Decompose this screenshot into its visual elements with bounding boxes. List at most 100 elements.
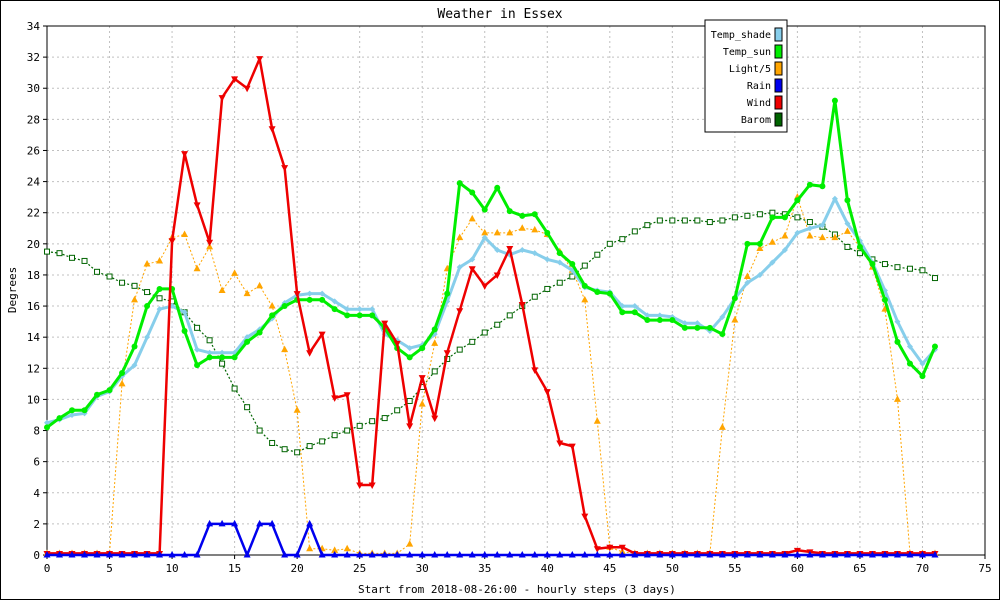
- y-tick-label: 14: [27, 331, 41, 344]
- temp-shade-point: [306, 290, 313, 297]
- barom-point: [156, 295, 163, 302]
- temp-shade-point: [131, 362, 138, 369]
- wind-point: [306, 350, 314, 357]
- temp-sun-point: [106, 387, 113, 394]
- temp-sun-point: [569, 261, 576, 268]
- x-tick-label: 60: [791, 562, 804, 575]
- light-5-point: [818, 233, 826, 241]
- wind-point: [581, 513, 589, 521]
- temp-sun-point: [194, 362, 201, 369]
- barom-point: [244, 404, 251, 411]
- barom-point: [881, 261, 888, 268]
- temp-sun-point: [431, 326, 438, 333]
- light-5-point: [406, 540, 414, 547]
- temp-shade-point: [181, 309, 188, 316]
- temp-sun-point: [856, 243, 863, 250]
- barom-point: [706, 219, 713, 226]
- rain-point: [543, 551, 551, 558]
- legend-swatch-light-5: [774, 61, 783, 76]
- temp-sun-point: [369, 312, 376, 319]
- legend-label-barom: Barom: [741, 115, 771, 126]
- temp-sun-point: [781, 214, 788, 221]
- light-5-point: [343, 544, 351, 552]
- x-tick-label: 50: [666, 562, 679, 575]
- barom-point: [394, 407, 401, 414]
- temp-sun-point: [81, 407, 88, 414]
- light-5-point: [218, 286, 226, 293]
- barom-point: [806, 219, 813, 226]
- y-tick-label: 2: [33, 518, 40, 531]
- legend-swatch-temp-sun: [774, 44, 783, 59]
- light-5-point: [506, 228, 514, 236]
- y-tick-label: 16: [27, 300, 40, 313]
- wind-point: [618, 544, 626, 552]
- temp-shade-point: [219, 349, 226, 356]
- rain-point: [193, 551, 201, 558]
- temp-shade-point: [906, 343, 913, 350]
- light-5-point: [893, 395, 901, 402]
- temp-shade-point: [356, 306, 363, 313]
- rain-point: [318, 551, 326, 558]
- light-5-point: [481, 228, 489, 236]
- legend-swatch-rain: [774, 78, 783, 93]
- temp-sun-point: [419, 345, 426, 352]
- rain-point: [756, 551, 764, 558]
- temp-shade-point: [519, 247, 526, 254]
- barom-point: [456, 346, 463, 353]
- temp-sun-point: [444, 290, 451, 297]
- temp-sun-point: [144, 303, 151, 310]
- rain-point: [281, 551, 289, 558]
- temp-sun-point: [556, 250, 563, 257]
- temp-shade-point: [69, 411, 76, 418]
- barom-point: [669, 217, 676, 224]
- temp-sun-point: [669, 317, 676, 324]
- barom-point: [906, 265, 913, 272]
- temp-sun-point: [719, 331, 726, 338]
- barom-point: [344, 427, 351, 434]
- temp-sun-point: [919, 373, 926, 380]
- temp-shade-point: [719, 313, 726, 320]
- y-tick-label: 24: [27, 176, 41, 189]
- temp-sun-point: [156, 285, 163, 292]
- y-tick-label: 10: [27, 393, 40, 406]
- wind-point: [456, 308, 464, 315]
- wind-point: [231, 76, 239, 83]
- rain-point: [518, 551, 526, 558]
- rain-point: [343, 551, 351, 558]
- wind-point: [593, 546, 601, 553]
- rain-point: [468, 551, 476, 558]
- barom-point: [194, 324, 201, 331]
- rain-point: [81, 551, 89, 558]
- rain-point: [906, 551, 914, 558]
- wind-point: [293, 291, 301, 298]
- barom-point: [931, 275, 938, 282]
- temp-sun-point: [794, 197, 801, 204]
- chart-title: Weather in Essex: [437, 7, 562, 22]
- barom-point: [481, 329, 488, 336]
- light-5-point: [493, 228, 501, 236]
- light-5-point: [843, 227, 851, 234]
- rain-point: [93, 551, 101, 558]
- legend-label-temp-shade: Temp_shade: [711, 30, 771, 41]
- temp-sun-point: [281, 303, 288, 310]
- temp-shade-point: [894, 318, 901, 325]
- rain-point: [818, 551, 826, 558]
- temp-sun-point: [906, 360, 913, 367]
- temp-shade-point: [631, 303, 638, 310]
- light-5-point: [331, 546, 339, 553]
- temp-sun-point: [744, 240, 751, 247]
- x-tick-label: 20: [291, 562, 304, 575]
- wind-point: [568, 443, 576, 451]
- wind-point: [481, 283, 489, 290]
- x-tick-label: 30: [416, 562, 429, 575]
- temp-sun-point: [56, 415, 63, 422]
- y-tick-label: 8: [33, 425, 40, 438]
- temp-sun-point: [606, 290, 613, 297]
- temp-sun-point: [544, 229, 551, 236]
- temp-sun-point: [406, 354, 413, 361]
- barom-point: [69, 254, 76, 261]
- temp-shade-point: [744, 279, 751, 286]
- rain-point: [681, 551, 689, 558]
